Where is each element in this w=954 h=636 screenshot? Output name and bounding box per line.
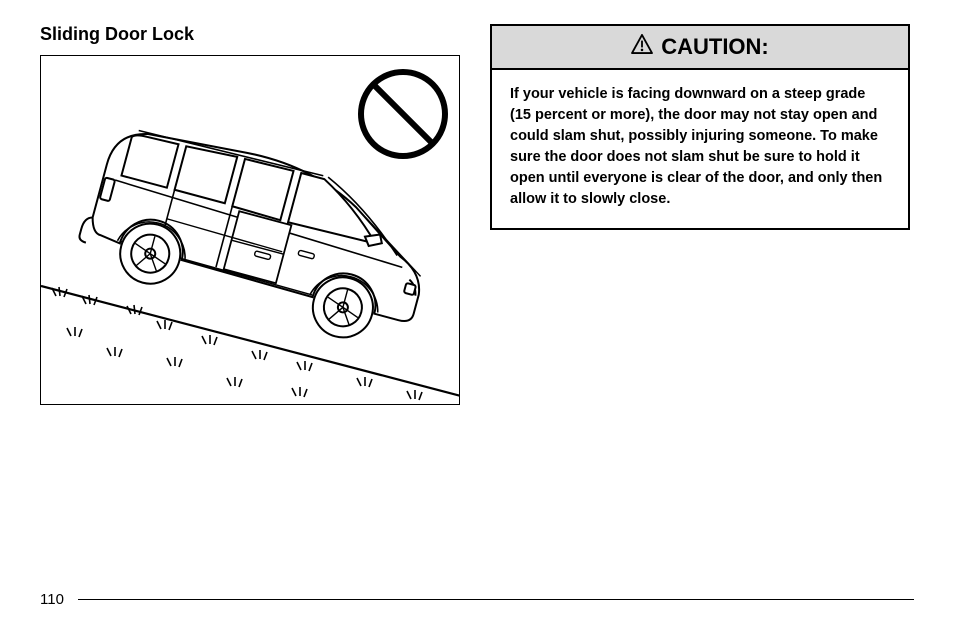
prohibit-icon [361,72,445,156]
warning-triangle-icon [631,34,653,60]
right-column: CAUTION: If your vehicle is facing downw… [490,24,910,405]
vehicle-illustration [40,55,460,405]
left-column: Sliding Door Lock [40,24,460,405]
caution-header: CAUTION: [492,26,908,70]
caution-box: CAUTION: If your vehicle is facing downw… [490,24,910,230]
minivan-slope-svg [41,56,460,405]
section-title: Sliding Door Lock [40,24,460,45]
caution-body: If your vehicle is facing downward on a … [492,70,908,228]
caution-label: CAUTION: [661,34,769,60]
page-footer: 110 [40,591,914,608]
page-content: Sliding Door Lock [40,24,914,405]
page-number: 110 [40,591,64,608]
footer-rule [78,599,914,601]
